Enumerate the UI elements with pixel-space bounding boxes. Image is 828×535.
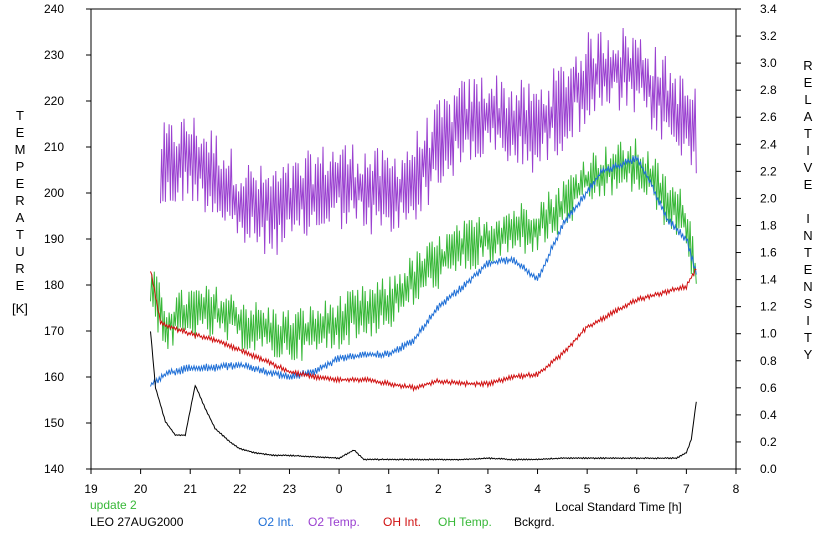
- y-right-title-letter: E: [804, 177, 813, 192]
- y-left-title-letter: E: [16, 278, 25, 293]
- x-tick-label: 22: [233, 482, 247, 496]
- y-left-tick-label: 190: [44, 232, 64, 246]
- y-right-tick-label: 1.8: [760, 218, 777, 232]
- y-right-tick-label: 3.0: [760, 56, 777, 70]
- x-tick-label: 20: [134, 482, 148, 496]
- x-tick-label: 3: [485, 482, 492, 496]
- station-date-label: LEO 27AUG2000: [90, 515, 184, 529]
- series-layer: [150, 27, 697, 461]
- y-left-title-letter: M: [15, 142, 26, 157]
- y-left-tick-label: 150: [44, 416, 64, 430]
- legend-item: OH Temp.: [438, 515, 492, 529]
- legend-item: O2 Int.: [258, 515, 294, 529]
- series-line-oh-temp: [150, 138, 697, 361]
- x-tick-label: 8: [733, 482, 740, 496]
- y-left-tick-label: 230: [44, 48, 64, 62]
- y-right-title-letter: E: [804, 262, 813, 277]
- y-right-tick-label: 2.6: [760, 110, 777, 124]
- y-right-title-letter: Y: [804, 347, 813, 362]
- x-axis-title: Local Standard Time [h]: [555, 500, 682, 514]
- y-left-tick-label: 240: [44, 2, 64, 16]
- y-left-tick-label: 160: [44, 370, 64, 384]
- x-tick-label: 19: [84, 482, 98, 496]
- legend-item: Bckgrd.: [514, 515, 555, 529]
- legend: O2 Int. O2 Temp. OH Int. OH Temp. Bckgrd.: [258, 515, 555, 529]
- series-line-o2-int: [150, 155, 697, 387]
- y-right-tick-label: 0.2: [760, 435, 777, 449]
- y-left-title-letter: P: [16, 159, 25, 174]
- x-tick-label: 7: [683, 482, 690, 496]
- y-right-title-letter: R: [803, 58, 812, 73]
- y-left-title-letter: E: [16, 176, 25, 191]
- x-tick-label: 2: [435, 482, 442, 496]
- series-line-o2-temp: [160, 27, 697, 255]
- y-right-tick-label: 2.2: [760, 164, 777, 178]
- y-right-title-letter: T: [804, 126, 812, 141]
- axes-layer: 19 20 21 22 23 0 1 2 3 4 5 6 7 8140150160170180190200…: [44, 2, 777, 496]
- y-right-tick-label: 0.0: [760, 462, 777, 476]
- y-left-tick-label: 170: [44, 324, 64, 338]
- x-tick-label: 5: [584, 482, 591, 496]
- y-left-title-letter: T: [16, 227, 24, 242]
- y-right-tick-label: 0.4: [760, 408, 777, 422]
- x-tick-label: 21: [184, 482, 198, 496]
- update-annotation: update 2: [90, 498, 137, 512]
- y-left-tick-label: 200: [44, 186, 64, 200]
- y-left-title-letter: A: [16, 210, 25, 225]
- y-left-tick-label: 210: [44, 140, 64, 154]
- y-right-title-letter: T: [804, 245, 812, 260]
- y-right-tick-label: 3.4: [760, 2, 777, 16]
- y-left-tick-label: 220: [44, 94, 64, 108]
- y-right-tick-label: 1.2: [760, 300, 777, 314]
- y-left-title-letter: E: [16, 125, 25, 140]
- y-right-title-letter: E: [804, 75, 813, 90]
- y-right-tick-label: 3.2: [760, 29, 777, 43]
- x-tick-label: 6: [633, 482, 640, 496]
- y-right-tick-label: 2.4: [760, 137, 777, 151]
- y-right-title-letter: I: [806, 313, 810, 328]
- legend-item: OH Int.: [383, 515, 421, 529]
- y-right-title-letter: V: [804, 160, 813, 175]
- y-right-tick-label: 2.0: [760, 191, 777, 205]
- y-right-tick-label: 1.0: [760, 327, 777, 341]
- y-right-title-letter: I: [806, 143, 810, 158]
- y-left-title-letter: T: [16, 108, 24, 123]
- y-right-tick-label: 0.6: [760, 381, 777, 395]
- y-right-tick-label: 1.4: [760, 273, 777, 287]
- y-right-title-letter: L: [804, 92, 811, 107]
- x-tick-label: 0: [336, 482, 343, 496]
- x-tick-label: 23: [283, 482, 297, 496]
- y-right-title-letter: N: [803, 228, 812, 243]
- x-tick-label: 4: [534, 482, 541, 496]
- y-right-title-letter: N: [803, 279, 812, 294]
- y-right-tick-label: 0.8: [760, 354, 777, 368]
- y-right-title-letter: I: [806, 211, 810, 226]
- y-right-tick-label: 2.8: [760, 83, 777, 97]
- series-line-bckgrd: [150, 331, 697, 461]
- y-right-title-letter: T: [804, 330, 812, 345]
- y-left-axis-unit: [K]: [12, 301, 28, 316]
- legend-item: O2 Temp.: [308, 515, 360, 529]
- y-left-title-letter: R: [15, 193, 24, 208]
- y-right-title-letter: S: [804, 296, 813, 311]
- y-right-tick-label: 1.6: [760, 246, 777, 260]
- y-left-title-letter: U: [15, 244, 24, 259]
- series-line-oh-int: [150, 268, 697, 393]
- x-tick-label: 1: [385, 482, 392, 496]
- y-right-title-letter: A: [804, 109, 813, 124]
- y-left-tick-label: 180: [44, 278, 64, 292]
- y-left-title-letter: R: [15, 261, 24, 276]
- y-left-tick-label: 140: [44, 462, 64, 476]
